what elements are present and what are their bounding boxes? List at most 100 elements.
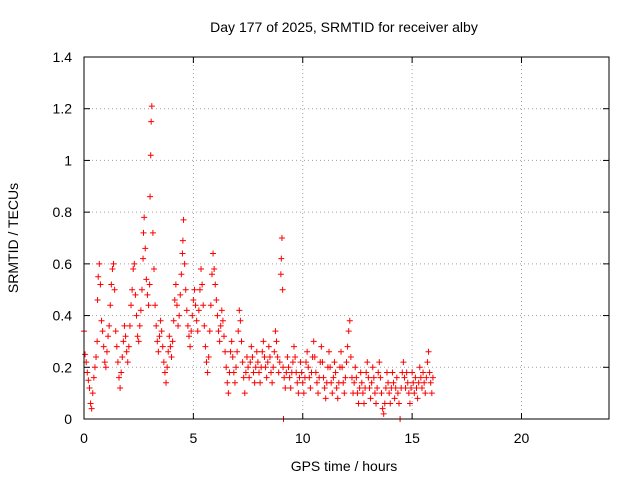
data-point	[286, 374, 293, 381]
data-point	[428, 390, 435, 397]
data-point	[328, 379, 335, 386]
data-point	[289, 359, 296, 366]
data-point	[179, 237, 186, 244]
data-point	[180, 216, 187, 223]
data-point	[170, 317, 177, 324]
data-point	[275, 369, 282, 376]
y-tick-label: 1	[64, 152, 72, 168]
data-point	[416, 364, 423, 371]
data-point	[107, 302, 114, 309]
data-point	[195, 307, 202, 314]
data-point	[282, 384, 289, 391]
data-point	[230, 369, 237, 376]
data-point	[298, 369, 305, 376]
data-point	[237, 317, 244, 324]
data-point	[252, 364, 259, 371]
data-point	[192, 302, 199, 309]
data-point	[214, 312, 221, 319]
data-point	[160, 359, 167, 366]
data-point	[378, 390, 385, 397]
data-point	[423, 374, 430, 381]
data-point	[305, 364, 312, 371]
data-point	[189, 312, 196, 319]
data-point	[154, 338, 161, 345]
data-point	[243, 353, 250, 360]
data-point	[340, 379, 347, 386]
data-point	[106, 322, 113, 329]
data-point	[182, 286, 189, 293]
data-point	[205, 353, 212, 360]
data-point	[342, 374, 349, 381]
data-point	[165, 348, 172, 355]
data-point	[227, 348, 234, 355]
data-point	[291, 343, 297, 350]
x-tick-label: 20	[514, 430, 530, 446]
data-point	[233, 364, 240, 371]
data-point	[89, 390, 96, 397]
data-point	[296, 374, 303, 381]
data-point	[356, 384, 363, 391]
data-point	[283, 369, 290, 376]
data-point	[358, 379, 365, 386]
data-point	[389, 369, 396, 376]
data-point	[238, 338, 245, 345]
data-point	[84, 369, 91, 376]
data-point	[304, 348, 311, 355]
data-point	[113, 343, 120, 350]
data-point	[228, 338, 235, 345]
data-point	[213, 297, 220, 304]
data-point	[339, 364, 346, 371]
data-point	[344, 343, 351, 350]
data-point	[429, 374, 436, 381]
data-point	[91, 364, 98, 371]
data-point	[206, 328, 213, 335]
data-point	[297, 359, 304, 366]
data-point	[371, 390, 378, 397]
data-point	[136, 322, 143, 329]
data-point	[158, 328, 165, 335]
data-point	[380, 410, 387, 417]
data-point	[98, 317, 105, 324]
data-point	[109, 266, 116, 273]
data-point	[173, 302, 180, 309]
data-point	[368, 379, 375, 386]
data-point	[341, 390, 348, 397]
data-point	[409, 369, 416, 376]
data-point	[225, 390, 232, 397]
data-point	[171, 297, 178, 304]
data-point	[374, 384, 381, 391]
data-point	[88, 405, 95, 412]
data-point	[403, 369, 410, 376]
data-point	[420, 369, 427, 376]
data-point	[285, 364, 292, 371]
data-point	[322, 395, 329, 402]
x-axis-label: GPS time / hours	[291, 458, 398, 474]
data-point	[134, 333, 141, 340]
y-axis-label: SRMTID / TECUs	[5, 183, 21, 293]
data-point	[112, 328, 119, 335]
data-point	[424, 359, 431, 366]
data-points	[81, 103, 436, 422]
data-point	[321, 384, 328, 391]
data-point	[87, 400, 94, 407]
data-point	[355, 400, 362, 407]
data-point	[93, 353, 100, 360]
y-tick-labels: 0 0.2 0.4 0.6 0.8 1 1.2 1.4	[53, 49, 73, 427]
data-point	[129, 286, 136, 293]
data-point	[166, 333, 173, 340]
data-point	[354, 390, 361, 397]
data-point	[241, 390, 248, 397]
data-point	[177, 291, 184, 298]
data-point	[108, 281, 115, 288]
data-point	[376, 359, 383, 366]
data-point	[86, 384, 93, 391]
data-point	[281, 374, 288, 381]
data-point	[269, 379, 276, 386]
data-point	[373, 400, 380, 407]
x-tick-label: 15	[404, 430, 420, 446]
data-point	[401, 374, 408, 381]
data-point	[119, 353, 126, 360]
data-point	[210, 250, 217, 257]
data-point	[319, 359, 326, 366]
data-point	[310, 338, 317, 345]
